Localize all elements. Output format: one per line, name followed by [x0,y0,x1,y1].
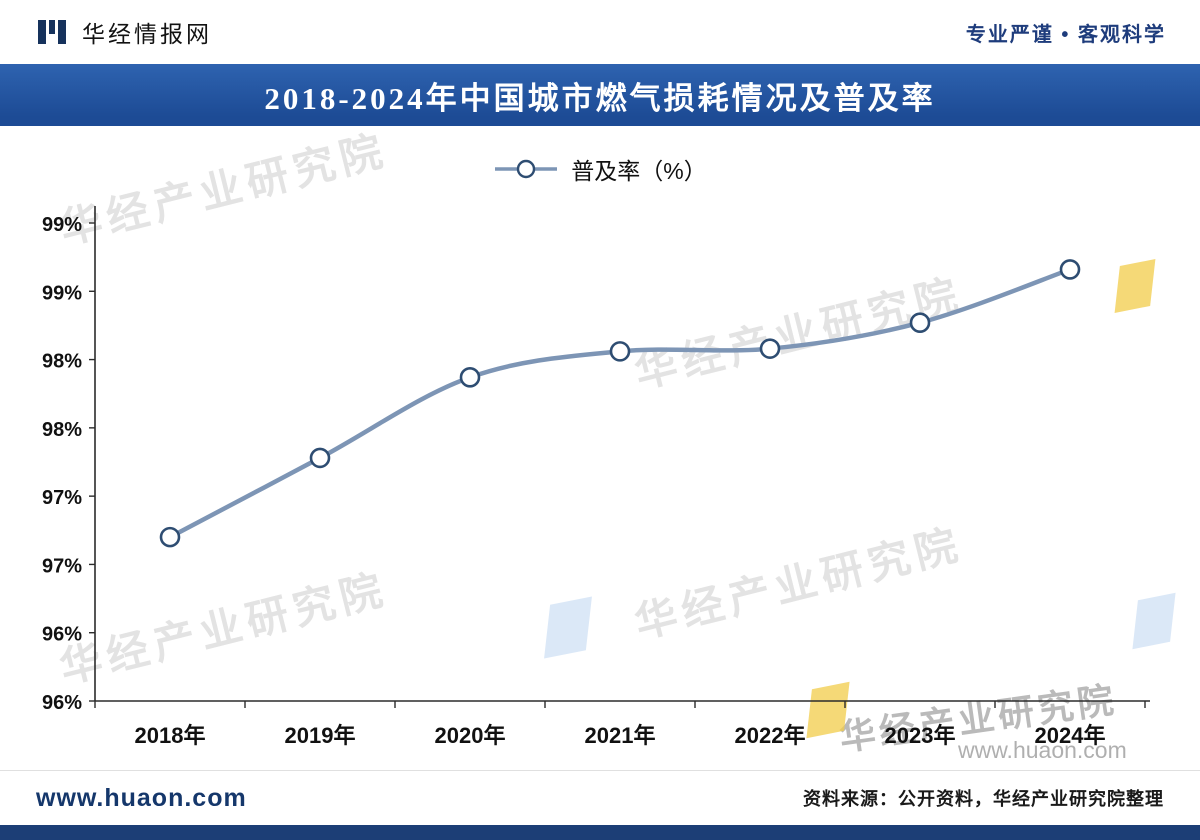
legend-line-marker-icon [495,159,558,179]
svg-text:2020年: 2020年 [435,723,506,748]
header: 华经情报网 专业严谨 • 客观科学 [0,0,1200,64]
svg-text:2024年: 2024年 [1035,723,1106,748]
svg-text:96%: 96% [42,624,82,646]
huajing-logo-icon [38,20,66,44]
footer-source-note: 资料来源：公开资料，华经产业研究院整理 [803,789,1164,809]
svg-text:2021年: 2021年 [585,723,656,748]
footer: www.huaon.com 资料来源：公开资料，华经产业研究院整理 [0,770,1200,825]
brand: 华经情报网 [34,15,212,49]
bottom-navy-bar [0,825,1200,840]
svg-text:98%: 98% [42,351,82,373]
svg-text:98%: 98% [42,419,82,441]
line-chart: 99% 99% 98% 98% 97% 97% 96% 96% 2018年 2019年 2020年 2… [42,206,1150,748]
chart-legend: 普及率（%） [0,152,1200,186]
svg-text:2023年: 2023年 [885,723,956,748]
svg-text:2022年: 2022年 [735,723,806,748]
svg-text:96%: 96% [42,692,82,714]
svg-text:2019年: 2019年 [285,723,356,748]
chart-section: 华经产业研究院 华经产业研究院 华经产业研究院 华经产业研究院 华经产业研究院 … [0,126,1200,770]
legend-label: 普及率（%） [571,158,707,184]
svg-text:2018年: 2018年 [135,723,206,748]
brand-name: 华经情报网 [82,21,212,47]
svg-text:99%: 99% [42,282,82,304]
title-banner: 2018-2024年中国城市燃气损耗情况及普及率 [0,64,1200,126]
watermark-url: www.huaon.com [958,737,1127,763]
header-tagline: 专业严谨 • 客观科学 [965,23,1166,46]
svg-text:97%: 97% [42,487,82,509]
svg-text:99%: 99% [42,214,82,236]
svg-text:97%: 97% [42,555,82,577]
footer-site-url: www.huaon.com [36,783,247,812]
page-title: 2018-2024年中国城市燃气损耗情况及普及率 [264,80,936,116]
